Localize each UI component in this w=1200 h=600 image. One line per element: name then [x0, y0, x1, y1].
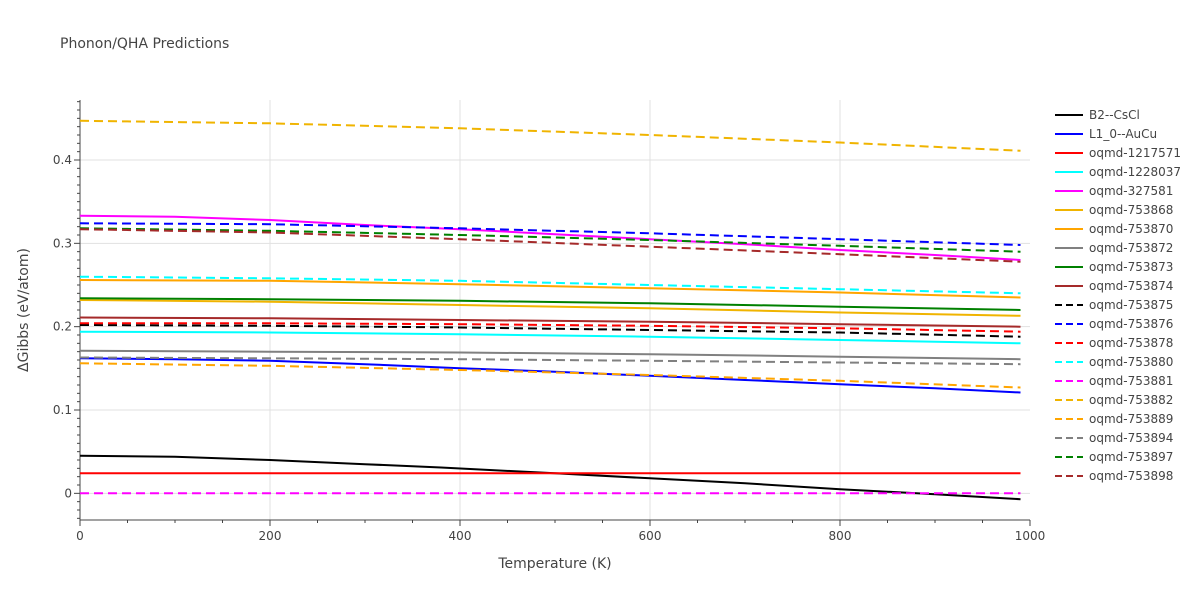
- legend-item[interactable]: oqmd-1228037: [1055, 165, 1181, 179]
- series-line-oqmd-753882: [79, 119, 1021, 152]
- y-tick-label: 0.2: [53, 320, 72, 334]
- legend-item[interactable]: oqmd-753897: [1055, 450, 1173, 464]
- series-line-oqmd-753878: [80, 322, 1021, 333]
- legend-label: oqmd-753878: [1089, 336, 1173, 350]
- legend-label: oqmd-753889: [1089, 412, 1173, 426]
- series-line-oqmd-753894: [79, 356, 1021, 366]
- legend-item[interactable]: oqmd-753894: [1055, 431, 1173, 445]
- legend-label: oqmd-753898: [1089, 469, 1173, 483]
- series-line-oqmd-327581: [79, 214, 1021, 261]
- series-line-oqmd-753868: [79, 299, 1021, 317]
- series-line-L1_0--AuCu: [79, 357, 1021, 394]
- legend-label: oqmd-753873: [1089, 260, 1173, 274]
- legend-item[interactable]: L1_0--AuCu: [1055, 127, 1157, 141]
- series-line-oqmd-1228037: [79, 330, 1021, 345]
- legend-label: oqmd-753872: [1089, 241, 1173, 255]
- legend-item[interactable]: oqmd-753868: [1055, 203, 1173, 217]
- x-tick-label: 800: [829, 529, 852, 543]
- legend-label: oqmd-753875: [1089, 298, 1173, 312]
- legend-label: oqmd-753894: [1089, 431, 1173, 445]
- legend: B2--CsCl L1_0--AuCu oqmd-1217571 oqmd-12280…: [1055, 108, 1181, 483]
- legend-item[interactable]: oqmd-753878: [1055, 336, 1173, 350]
- axes: 0 200 400 600 800 1000 0 0.1 0.2 0.3 0.4: [53, 100, 1045, 543]
- legend-label: oqmd-753874: [1089, 279, 1173, 293]
- x-tick-label: 400: [449, 529, 472, 543]
- legend-item[interactable]: oqmd-753872: [1055, 241, 1173, 255]
- series-line-oqmd-753898: [79, 228, 1021, 263]
- y-tick-label: 0.1: [53, 403, 72, 417]
- series-line-oqmd-753870: [79, 279, 1021, 299]
- legend-item[interactable]: B2--CsCl: [1055, 108, 1140, 122]
- grid-lines: [80, 100, 1030, 520]
- legend-label: B2--CsCl: [1089, 108, 1140, 122]
- series-line-oqmd-753880: [79, 275, 1021, 295]
- legend-item[interactable]: oqmd-753889: [1055, 412, 1173, 426]
- legend-label: oqmd-753880: [1089, 355, 1173, 369]
- legend-item[interactable]: oqmd-753881: [1055, 374, 1173, 388]
- legend-item[interactable]: oqmd-327581: [1055, 184, 1173, 198]
- y-tick-label: 0.4: [53, 153, 72, 167]
- legend-item[interactable]: oqmd-753880: [1055, 355, 1173, 369]
- legend-item[interactable]: oqmd-753870: [1055, 222, 1173, 236]
- series-line-oqmd-753874: [79, 316, 1021, 328]
- series-line-oqmd-753873: [79, 297, 1021, 311]
- series-line-oqmd-753889: [79, 362, 1021, 389]
- chart-title: Phonon/QHA Predictions: [60, 36, 230, 52]
- series-line-oqmd-753897: [79, 227, 1021, 253]
- x-tick-label: 1000: [1015, 529, 1046, 543]
- series-line-oqmd-753876: [79, 222, 1021, 246]
- legend-label: oqmd-753868: [1089, 203, 1173, 217]
- series-line-oqmd-753872: [79, 349, 1021, 361]
- legend-item[interactable]: oqmd-753898: [1055, 469, 1173, 483]
- x-tick-label: 0: [76, 529, 84, 543]
- series-line-oqmd-753875: [79, 324, 1021, 338]
- legend-label: oqmd-753876: [1089, 317, 1173, 331]
- legend-label: oqmd-1228037: [1089, 165, 1181, 179]
- legend-label: oqmd-327581: [1089, 184, 1173, 198]
- legend-label: oqmd-753870: [1089, 222, 1173, 236]
- plot-area: [79, 119, 1021, 501]
- legend-item[interactable]: oqmd-1217571: [1055, 146, 1181, 160]
- y-axis-title: ΔGibbs (eV/atom): [16, 248, 32, 372]
- x-axis-title: Temperature (K): [497, 556, 611, 572]
- legend-item[interactable]: oqmd-753875: [1055, 298, 1173, 312]
- legend-item[interactable]: oqmd-753876: [1055, 317, 1173, 331]
- legend-item[interactable]: oqmd-753873: [1055, 260, 1173, 274]
- legend-label: oqmd-753881: [1089, 374, 1173, 388]
- legend-label: oqmd-1217571: [1089, 146, 1181, 160]
- x-tick-label: 600: [639, 529, 662, 543]
- y-tick-label: 0.3: [53, 236, 72, 250]
- legend-item[interactable]: oqmd-753874: [1055, 279, 1173, 293]
- legend-label: oqmd-753897: [1089, 450, 1173, 464]
- y-tick-label: 0: [64, 486, 72, 500]
- legend-label: oqmd-753882: [1089, 393, 1173, 407]
- legend-label: L1_0--AuCu: [1089, 127, 1157, 141]
- x-tick-label: 200: [259, 529, 282, 543]
- legend-item[interactable]: oqmd-753882: [1055, 393, 1173, 407]
